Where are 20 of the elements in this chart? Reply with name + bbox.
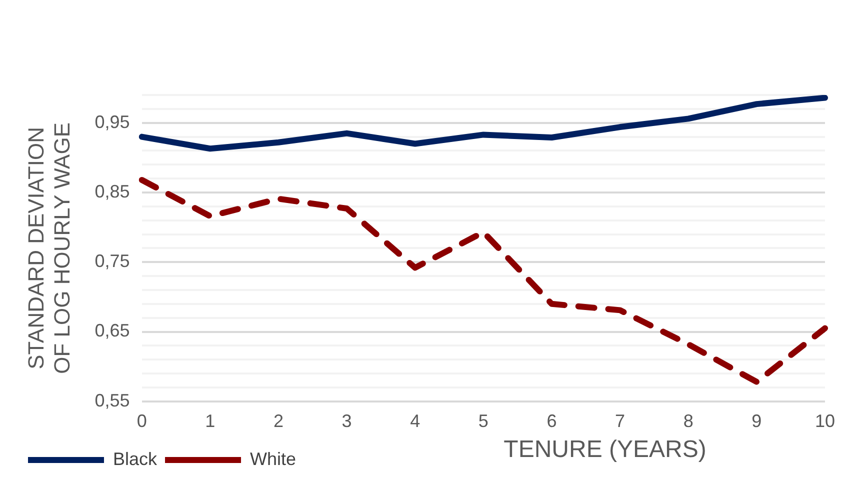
x-tick-label: 8 [683,411,694,432]
y-tick-label: 0,75 [94,251,130,272]
y-tick-label: 0,85 [94,181,130,202]
x-tick-label: 9 [752,411,762,432]
x-tick-label: 1 [205,411,216,432]
x-tick-label: 10 [814,411,836,432]
x-tick-label: 3 [342,411,352,432]
x-tick-label: 7 [615,411,626,432]
x-tick-label: 5 [478,411,488,432]
x-tick-label: 0 [136,411,147,432]
legend-label: Black [113,448,158,469]
y-tick-label: 0,55 [94,390,130,410]
y-tick-label: 0,65 [94,320,130,341]
y-tick-label: 0,95 [94,112,130,132]
x-tick-label: 6 [546,411,557,432]
x-tick-label: 4 [410,411,420,432]
x-tick-label: 2 [273,411,284,432]
x-axis-title: TENURE (YEARS) [502,436,708,464]
y-axis-title: STANDARD DEVIATION OF LOG HOURLY WAGE [23,122,75,374]
legend-label: White [250,448,296,469]
